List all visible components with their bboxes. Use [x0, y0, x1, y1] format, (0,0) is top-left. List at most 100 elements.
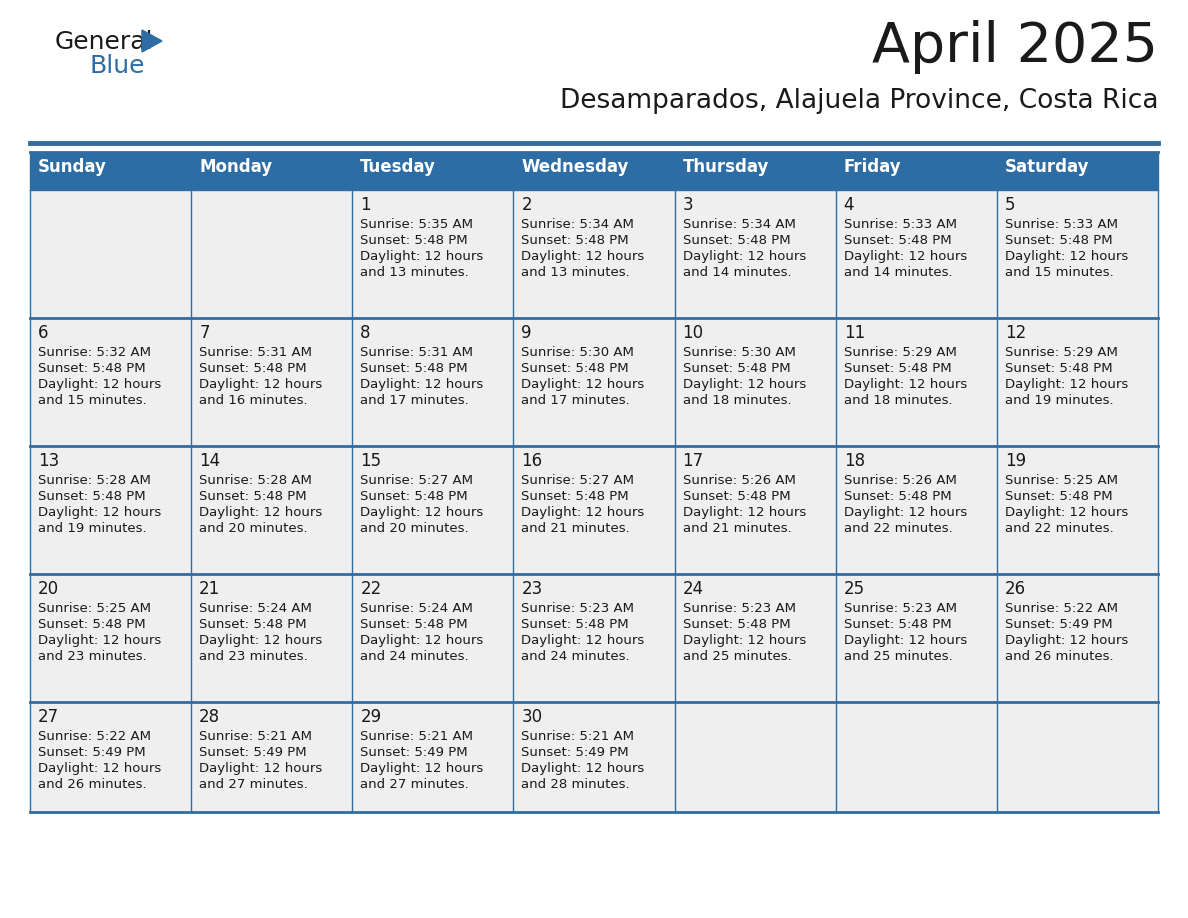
Text: and 25 minutes.: and 25 minutes. — [843, 650, 953, 663]
FancyBboxPatch shape — [997, 702, 1158, 812]
Text: and 17 minutes.: and 17 minutes. — [522, 394, 630, 407]
Text: and 13 minutes.: and 13 minutes. — [360, 266, 469, 279]
Text: Daylight: 12 hours: Daylight: 12 hours — [1005, 506, 1129, 519]
Text: and 20 minutes.: and 20 minutes. — [200, 522, 308, 535]
Text: Sunset: 5:48 PM: Sunset: 5:48 PM — [360, 234, 468, 247]
Text: Daylight: 12 hours: Daylight: 12 hours — [38, 634, 162, 647]
Text: 7: 7 — [200, 324, 209, 342]
Text: Daylight: 12 hours: Daylight: 12 hours — [843, 250, 967, 263]
FancyBboxPatch shape — [513, 702, 675, 812]
Text: Sunset: 5:48 PM: Sunset: 5:48 PM — [522, 234, 630, 247]
Text: 25: 25 — [843, 580, 865, 598]
Text: Daylight: 12 hours: Daylight: 12 hours — [1005, 378, 1129, 391]
Text: 4: 4 — [843, 196, 854, 214]
Text: and 24 minutes.: and 24 minutes. — [522, 650, 630, 663]
Text: and 22 minutes.: and 22 minutes. — [1005, 522, 1113, 535]
Text: Daylight: 12 hours: Daylight: 12 hours — [360, 634, 484, 647]
Text: Sunrise: 5:23 AM: Sunrise: 5:23 AM — [843, 602, 956, 615]
Text: Wednesday: Wednesday — [522, 158, 628, 176]
Text: Sunset: 5:48 PM: Sunset: 5:48 PM — [683, 618, 790, 631]
Text: and 26 minutes.: and 26 minutes. — [1005, 650, 1113, 663]
FancyBboxPatch shape — [835, 318, 997, 446]
FancyBboxPatch shape — [675, 190, 835, 318]
Text: Sunset: 5:48 PM: Sunset: 5:48 PM — [843, 618, 952, 631]
Text: Daylight: 12 hours: Daylight: 12 hours — [522, 762, 645, 775]
Text: Daylight: 12 hours: Daylight: 12 hours — [683, 634, 805, 647]
Text: 28: 28 — [200, 708, 220, 726]
Text: Sunset: 5:48 PM: Sunset: 5:48 PM — [522, 362, 630, 375]
FancyBboxPatch shape — [675, 446, 835, 574]
FancyBboxPatch shape — [513, 574, 675, 702]
Text: and 17 minutes.: and 17 minutes. — [360, 394, 469, 407]
Text: Sunset: 5:48 PM: Sunset: 5:48 PM — [1005, 490, 1112, 503]
Text: Blue: Blue — [90, 54, 145, 78]
Text: Sunset: 5:48 PM: Sunset: 5:48 PM — [200, 362, 307, 375]
Text: Daylight: 12 hours: Daylight: 12 hours — [683, 506, 805, 519]
Text: and 27 minutes.: and 27 minutes. — [360, 778, 469, 791]
Text: Sunset: 5:48 PM: Sunset: 5:48 PM — [522, 618, 630, 631]
Text: 20: 20 — [38, 580, 59, 598]
Text: and 15 minutes.: and 15 minutes. — [1005, 266, 1113, 279]
Text: Sunrise: 5:25 AM: Sunrise: 5:25 AM — [38, 602, 151, 615]
Text: Saturday: Saturday — [1005, 158, 1089, 176]
Text: 15: 15 — [360, 452, 381, 470]
Text: Sunday: Sunday — [38, 158, 107, 176]
Text: Monday: Monday — [200, 158, 272, 176]
Text: Sunrise: 5:31 AM: Sunrise: 5:31 AM — [360, 346, 473, 359]
Text: Sunrise: 5:34 AM: Sunrise: 5:34 AM — [522, 218, 634, 231]
Text: 14: 14 — [200, 452, 220, 470]
Text: Daylight: 12 hours: Daylight: 12 hours — [200, 762, 322, 775]
Text: Sunset: 5:48 PM: Sunset: 5:48 PM — [200, 490, 307, 503]
FancyBboxPatch shape — [675, 574, 835, 702]
Text: Daylight: 12 hours: Daylight: 12 hours — [1005, 250, 1129, 263]
Text: 21: 21 — [200, 580, 221, 598]
Text: Sunrise: 5:28 AM: Sunrise: 5:28 AM — [38, 474, 151, 487]
Text: Sunset: 5:48 PM: Sunset: 5:48 PM — [360, 618, 468, 631]
FancyBboxPatch shape — [675, 318, 835, 446]
Text: Daylight: 12 hours: Daylight: 12 hours — [200, 634, 322, 647]
Text: Sunrise: 5:33 AM: Sunrise: 5:33 AM — [1005, 218, 1118, 231]
Text: and 26 minutes.: and 26 minutes. — [38, 778, 146, 791]
FancyBboxPatch shape — [997, 190, 1158, 318]
Text: Sunrise: 5:21 AM: Sunrise: 5:21 AM — [360, 730, 473, 743]
Text: Sunset: 5:48 PM: Sunset: 5:48 PM — [1005, 362, 1112, 375]
Text: 16: 16 — [522, 452, 543, 470]
Text: and 20 minutes.: and 20 minutes. — [360, 522, 469, 535]
FancyBboxPatch shape — [835, 574, 997, 702]
Text: Daylight: 12 hours: Daylight: 12 hours — [360, 250, 484, 263]
FancyBboxPatch shape — [30, 446, 191, 574]
Text: Sunset: 5:48 PM: Sunset: 5:48 PM — [38, 490, 146, 503]
Text: Sunrise: 5:21 AM: Sunrise: 5:21 AM — [522, 730, 634, 743]
Text: Daylight: 12 hours: Daylight: 12 hours — [683, 378, 805, 391]
Text: Sunset: 5:49 PM: Sunset: 5:49 PM — [200, 746, 307, 759]
Text: Sunrise: 5:22 AM: Sunrise: 5:22 AM — [38, 730, 151, 743]
Text: 18: 18 — [843, 452, 865, 470]
FancyBboxPatch shape — [30, 190, 191, 318]
FancyBboxPatch shape — [191, 190, 353, 318]
Text: 8: 8 — [360, 324, 371, 342]
Text: and 16 minutes.: and 16 minutes. — [200, 394, 308, 407]
Text: Sunrise: 5:23 AM: Sunrise: 5:23 AM — [683, 602, 796, 615]
FancyBboxPatch shape — [353, 190, 513, 318]
FancyBboxPatch shape — [30, 152, 1158, 190]
Text: Sunset: 5:48 PM: Sunset: 5:48 PM — [1005, 234, 1112, 247]
Text: 30: 30 — [522, 708, 543, 726]
Text: and 22 minutes.: and 22 minutes. — [843, 522, 953, 535]
FancyBboxPatch shape — [513, 190, 675, 318]
Text: Sunrise: 5:23 AM: Sunrise: 5:23 AM — [522, 602, 634, 615]
Text: Sunrise: 5:29 AM: Sunrise: 5:29 AM — [1005, 346, 1118, 359]
Text: Daylight: 12 hours: Daylight: 12 hours — [38, 506, 162, 519]
Text: Sunrise: 5:24 AM: Sunrise: 5:24 AM — [200, 602, 312, 615]
Text: 29: 29 — [360, 708, 381, 726]
Text: Sunset: 5:48 PM: Sunset: 5:48 PM — [360, 490, 468, 503]
Text: Sunrise: 5:35 AM: Sunrise: 5:35 AM — [360, 218, 473, 231]
Text: and 18 minutes.: and 18 minutes. — [843, 394, 953, 407]
Text: Sunset: 5:49 PM: Sunset: 5:49 PM — [1005, 618, 1112, 631]
Text: Tuesday: Tuesday — [360, 158, 436, 176]
Text: Sunrise: 5:32 AM: Sunrise: 5:32 AM — [38, 346, 151, 359]
Text: Sunset: 5:48 PM: Sunset: 5:48 PM — [683, 490, 790, 503]
Text: Sunset: 5:49 PM: Sunset: 5:49 PM — [38, 746, 146, 759]
FancyBboxPatch shape — [835, 190, 997, 318]
Text: Daylight: 12 hours: Daylight: 12 hours — [1005, 634, 1129, 647]
Text: and 24 minutes.: and 24 minutes. — [360, 650, 469, 663]
